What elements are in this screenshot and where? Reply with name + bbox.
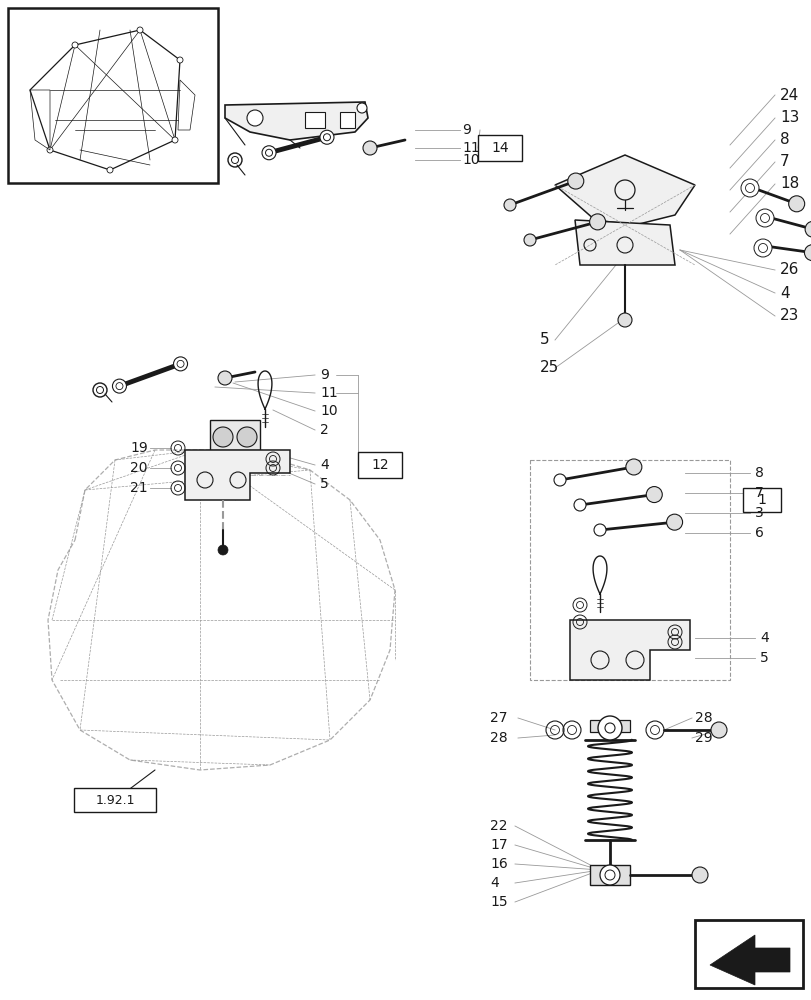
Text: 4: 4 (320, 458, 328, 472)
Text: 12: 12 (371, 458, 388, 472)
Circle shape (217, 545, 228, 555)
Circle shape (47, 147, 53, 153)
Bar (8, 8, 217, 183)
Polygon shape (590, 865, 629, 885)
Circle shape (666, 514, 682, 530)
Circle shape (523, 234, 535, 246)
Circle shape (217, 371, 232, 385)
Bar (742, 488, 780, 512)
Text: 13: 13 (779, 110, 798, 125)
Circle shape (504, 199, 515, 211)
Circle shape (787, 196, 804, 212)
Text: 4: 4 (759, 631, 768, 645)
Circle shape (262, 146, 276, 160)
Circle shape (691, 867, 707, 883)
Circle shape (599, 865, 620, 885)
Circle shape (589, 214, 605, 230)
Circle shape (594, 524, 605, 536)
Text: 10: 10 (461, 153, 479, 167)
Text: 29: 29 (694, 731, 712, 745)
Text: 2: 2 (320, 423, 328, 437)
Circle shape (72, 42, 78, 48)
Circle shape (177, 57, 182, 63)
Polygon shape (305, 112, 324, 128)
Circle shape (617, 313, 631, 327)
Text: 18: 18 (779, 176, 798, 192)
Circle shape (755, 209, 773, 227)
Circle shape (625, 459, 641, 475)
Text: 24: 24 (779, 88, 798, 103)
Polygon shape (225, 102, 367, 140)
Text: 10: 10 (320, 404, 337, 418)
Text: 28: 28 (694, 711, 712, 725)
Circle shape (753, 239, 771, 257)
Text: 14: 14 (491, 141, 508, 155)
Text: 28: 28 (489, 731, 507, 745)
Text: 7: 7 (754, 486, 763, 500)
Polygon shape (569, 620, 689, 680)
Circle shape (247, 110, 263, 126)
Text: 25: 25 (539, 360, 559, 375)
Text: 6: 6 (754, 526, 763, 540)
Text: 19: 19 (130, 441, 148, 455)
Polygon shape (590, 720, 629, 732)
Bar (358, 452, 401, 478)
Text: 3: 3 (754, 506, 763, 520)
Circle shape (363, 141, 376, 155)
Text: 26: 26 (779, 262, 798, 277)
Circle shape (172, 137, 178, 143)
Text: 20: 20 (131, 461, 148, 475)
Polygon shape (709, 935, 789, 985)
Text: 9: 9 (461, 123, 470, 137)
Text: 15: 15 (489, 895, 507, 909)
Text: 4: 4 (779, 286, 788, 300)
Circle shape (212, 427, 233, 447)
Circle shape (805, 221, 811, 237)
Text: 22: 22 (489, 819, 507, 833)
Circle shape (174, 357, 187, 371)
Circle shape (567, 173, 583, 189)
Text: 5: 5 (320, 477, 328, 491)
Polygon shape (574, 220, 674, 265)
Text: 11: 11 (320, 386, 337, 400)
Text: 17: 17 (489, 838, 507, 852)
Text: 4: 4 (489, 876, 498, 890)
Polygon shape (554, 155, 694, 225)
Circle shape (112, 379, 127, 393)
Bar (694, 920, 802, 988)
Circle shape (740, 179, 758, 197)
Circle shape (237, 427, 257, 447)
Polygon shape (210, 420, 260, 450)
Text: 27: 27 (489, 711, 507, 725)
Text: 23: 23 (779, 308, 798, 324)
Circle shape (320, 130, 333, 144)
Text: 9: 9 (320, 368, 328, 382)
Text: 8: 8 (779, 132, 788, 147)
Circle shape (710, 722, 726, 738)
Polygon shape (185, 450, 290, 500)
Circle shape (107, 167, 113, 173)
Text: 11: 11 (461, 141, 479, 155)
Text: 1: 1 (757, 493, 766, 507)
Text: 5: 5 (539, 332, 549, 348)
Circle shape (804, 245, 811, 261)
Circle shape (553, 474, 565, 486)
Text: 16: 16 (489, 857, 507, 871)
Circle shape (357, 103, 367, 113)
Circle shape (137, 27, 143, 33)
Polygon shape (340, 112, 354, 128)
Circle shape (646, 487, 662, 503)
Circle shape (573, 499, 586, 511)
Text: 21: 21 (131, 481, 148, 495)
Text: 8: 8 (754, 466, 763, 480)
Text: 7: 7 (779, 154, 788, 169)
Bar (74, 788, 156, 812)
Text: 1.92.1: 1.92.1 (95, 794, 135, 806)
Circle shape (597, 716, 621, 740)
Bar (478, 135, 521, 161)
Text: 5: 5 (759, 651, 768, 665)
